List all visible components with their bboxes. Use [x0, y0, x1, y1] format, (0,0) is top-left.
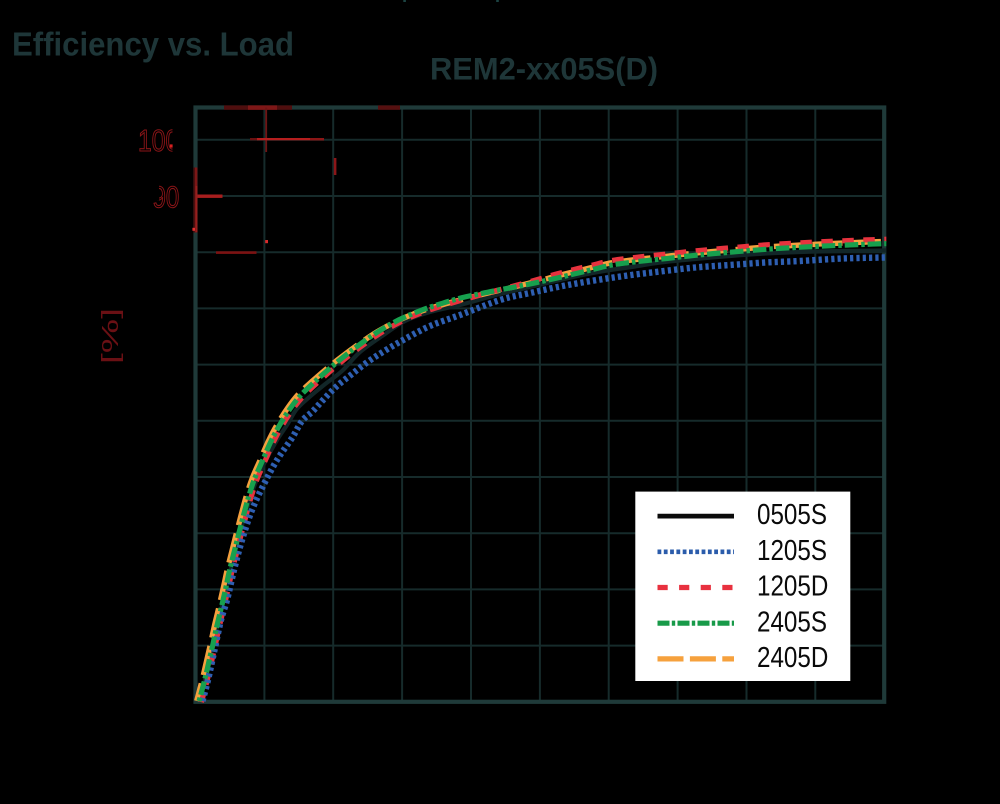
svg-text:2405D: 2405D [757, 641, 828, 674]
svg-text:REM2-xx05S(D): REM2-xx05S(D) [430, 51, 658, 86]
svg-text:1205S: 1205S [757, 534, 827, 567]
svg-text:0505S: 0505S [757, 498, 827, 531]
svg-text:2405S: 2405S [757, 605, 827, 638]
svg-text:1205D: 1205D [757, 570, 828, 603]
svg-text:Efficiency vs. Load: Efficiency vs. Load [12, 25, 294, 62]
svg-text:[%]: [%] [97, 308, 123, 364]
